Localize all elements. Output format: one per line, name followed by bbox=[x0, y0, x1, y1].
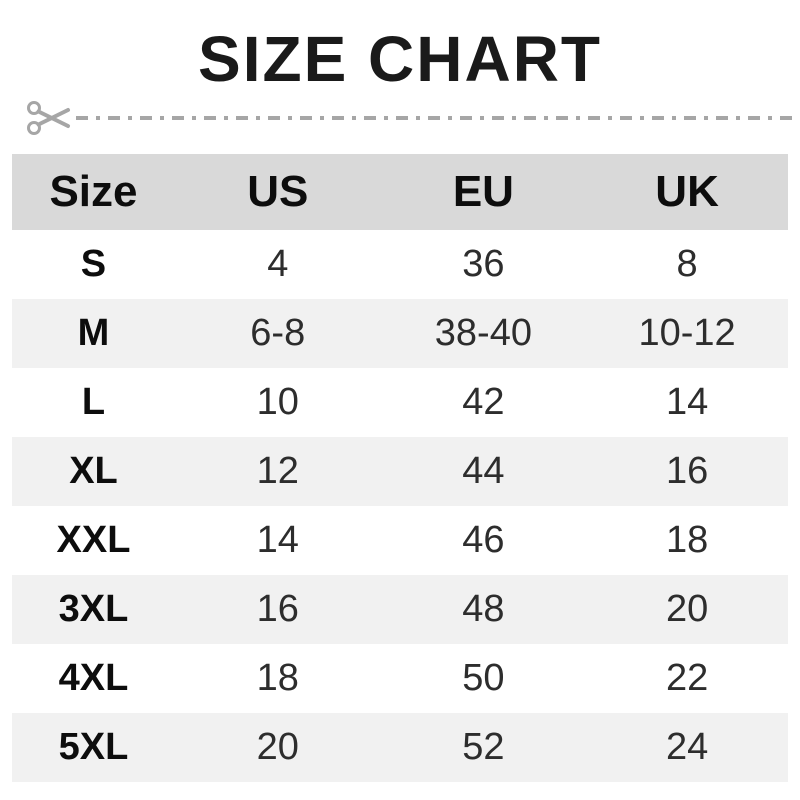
cell-us: 6-8 bbox=[250, 312, 306, 354]
cell-eu: 50 bbox=[462, 657, 505, 699]
cell-eu: 44 bbox=[462, 450, 505, 492]
table-row: XL 12 44 16 bbox=[12, 437, 788, 506]
cell-eu: 48 bbox=[462, 588, 505, 630]
cell-us: 12 bbox=[256, 450, 299, 492]
header-uk: UK bbox=[655, 167, 719, 216]
cell-size: 4XL bbox=[58, 657, 129, 699]
scissors-icon bbox=[27, 101, 70, 135]
cell-size: 3XL bbox=[58, 588, 129, 630]
cell-uk: 14 bbox=[665, 381, 709, 423]
cell-us: 14 bbox=[256, 519, 299, 561]
cell-eu: 42 bbox=[462, 381, 505, 423]
cell-us: 18 bbox=[256, 657, 299, 699]
cell-size: 5XL bbox=[58, 726, 129, 768]
cell-size: M bbox=[77, 312, 110, 354]
table-row: 5XL 20 52 24 bbox=[12, 713, 788, 782]
cell-uk: 10-12 bbox=[638, 312, 736, 354]
cell-uk: 22 bbox=[665, 657, 709, 699]
header-size: Size bbox=[49, 167, 138, 216]
cell-uk: 18 bbox=[665, 519, 709, 561]
cell-eu: 38-40 bbox=[434, 312, 532, 354]
cell-size: S bbox=[80, 243, 107, 285]
cell-uk: 16 bbox=[665, 450, 709, 492]
cut-line bbox=[26, 96, 792, 140]
cell-eu: 36 bbox=[462, 243, 505, 285]
cell-us: 16 bbox=[256, 588, 299, 630]
header-eu: EU bbox=[452, 167, 514, 216]
cell-us: 4 bbox=[267, 243, 289, 285]
table-row: S 4 36 8 bbox=[12, 230, 788, 299]
cell-uk: 24 bbox=[665, 726, 709, 768]
cell-size: XL bbox=[69, 450, 118, 492]
cell-size: L bbox=[81, 381, 106, 423]
size-table: Size US EU UK S 4 36 8 M 6-8 38-40 10-12… bbox=[12, 154, 788, 782]
cell-us: 10 bbox=[256, 381, 299, 423]
cell-uk: 8 bbox=[676, 243, 698, 285]
cut-line-dashes bbox=[76, 116, 792, 120]
header-us: US bbox=[247, 167, 309, 216]
cell-us: 20 bbox=[256, 726, 299, 768]
table-row: XXL 14 46 18 bbox=[12, 506, 788, 575]
table-row: L 10 42 14 bbox=[12, 368, 788, 437]
table-row: 3XL 16 48 20 bbox=[12, 575, 788, 644]
table-row: 4XL 18 50 22 bbox=[12, 644, 788, 713]
cell-eu: 46 bbox=[462, 519, 505, 561]
table-row: M 6-8 38-40 10-12 bbox=[12, 299, 788, 368]
table-header-row: Size US EU UK bbox=[12, 154, 788, 230]
cell-eu: 52 bbox=[462, 726, 505, 768]
page-title: SIZE CHART bbox=[198, 23, 602, 95]
cell-size: XXL bbox=[56, 519, 131, 561]
cell-uk: 20 bbox=[665, 588, 709, 630]
